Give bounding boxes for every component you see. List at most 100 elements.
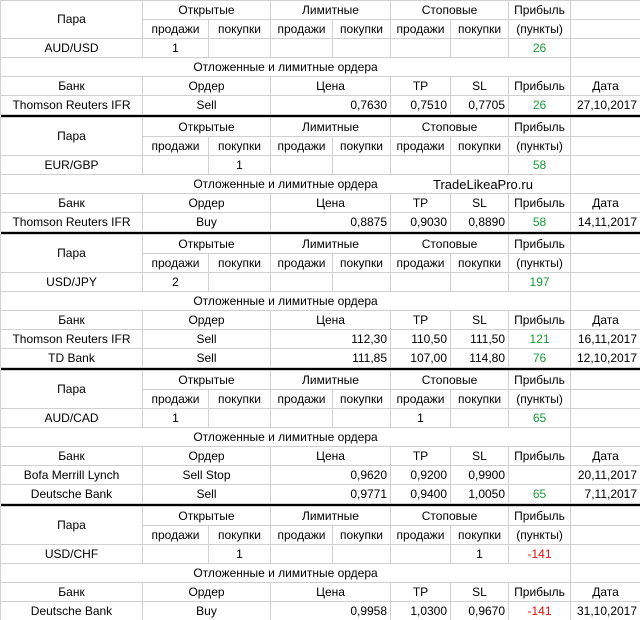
tp: 107,00 (390, 348, 452, 368)
position (390, 155, 452, 175)
header: Лимитные (269, 234, 392, 254)
header: Стоповые (390, 0, 510, 20)
position: 1 (142, 408, 209, 428)
position (270, 272, 333, 292)
header: Прибыль (508, 76, 572, 96)
tp: 0,9400 (390, 484, 452, 504)
order: Sell Stop (142, 465, 271, 485)
bank: Thomson Reuters IFR (0, 212, 143, 232)
header: покупки (208, 389, 271, 409)
header: продажи (270, 525, 333, 545)
header: Банк (0, 193, 143, 213)
section-title: Отложенные и лимитные ордера TradeLikeaPr… (0, 174, 572, 194)
header: продажи (270, 19, 333, 39)
date: 14,11,2017 (570, 212, 640, 232)
header: Ордер (142, 310, 271, 330)
position (270, 155, 333, 175)
profit: 76 (508, 348, 572, 368)
position (142, 544, 209, 564)
header: продажи (270, 253, 333, 273)
header: Банк (0, 446, 143, 466)
cell (570, 427, 640, 447)
tp: 110,50 (390, 329, 452, 349)
profit: 58 (508, 155, 572, 175)
cell (570, 174, 640, 194)
profit: -141 (508, 544, 572, 564)
header: покупки (450, 525, 510, 545)
header: Стоповые (390, 506, 510, 526)
header: покупки (331, 525, 392, 545)
position (390, 38, 452, 58)
watermark: TradeLikeaPro.ru (433, 176, 533, 192)
sl: 111,50 (450, 329, 510, 349)
position (331, 38, 392, 58)
position (331, 544, 392, 564)
pair: USD/CHF (0, 544, 143, 564)
profit: 121 (508, 329, 572, 349)
position (450, 38, 510, 58)
order: Buy (142, 601, 271, 620)
header: Прибыль (508, 446, 572, 466)
header: продажи (270, 136, 333, 156)
position (390, 272, 452, 292)
header: SL (450, 193, 510, 213)
tp: 0,9200 (390, 465, 452, 485)
date: 31,10,2017 (570, 601, 640, 620)
header: Дата (570, 446, 640, 466)
cell (570, 544, 640, 564)
header: покупки (331, 19, 392, 39)
header: продажи (390, 525, 452, 545)
order: Buy (142, 212, 271, 232)
bank: Thomson Reuters IFR (0, 329, 143, 349)
profit: 65 (508, 484, 572, 504)
header: Дата (570, 193, 640, 213)
separator (0, 231, 640, 235)
profit (508, 465, 572, 485)
sl: 0,8890 (450, 212, 510, 232)
position (270, 408, 333, 428)
header: Лимитные (269, 0, 392, 20)
header: Прибыль (508, 234, 572, 254)
header: Стоповые (390, 117, 510, 137)
header: покупки (450, 136, 510, 156)
order: Sell (142, 95, 271, 115)
header: Пара (0, 370, 143, 409)
header: Открытые (142, 234, 271, 254)
profit: 26 (508, 38, 572, 58)
position (390, 544, 452, 564)
header: (пункты) (508, 525, 572, 545)
bank: Deutsche Bank (0, 484, 143, 504)
header: Пара (0, 234, 143, 273)
pair: AUD/USD (0, 38, 143, 58)
position (208, 408, 271, 428)
cell (570, 57, 640, 77)
price: 0,7630 (269, 95, 392, 115)
header: TP (390, 446, 452, 466)
order: Sell (142, 348, 271, 368)
header: Открытые (142, 370, 271, 390)
header: Дата (570, 582, 640, 602)
sl: 114,80 (450, 348, 510, 368)
section-title: Отложенные и лимитные ордера (0, 57, 572, 77)
pair: USD/JPY (0, 272, 143, 292)
date: 16,11,2017 (570, 329, 640, 349)
header: покупки (450, 389, 510, 409)
separator (0, 503, 640, 507)
header: SL (450, 310, 510, 330)
header: Цена (269, 193, 392, 213)
position (142, 155, 209, 175)
position: 2 (142, 272, 209, 292)
position (450, 272, 510, 292)
header: продажи (390, 253, 452, 273)
profit: 58 (508, 212, 572, 232)
header: Прибыль (508, 370, 572, 390)
cell (570, 136, 640, 156)
header: Ордер (142, 193, 271, 213)
position: 1 (390, 408, 452, 428)
header: SL (450, 582, 510, 602)
separator (0, 114, 640, 118)
section-title: Отложенные и лимитные ордера (0, 563, 572, 583)
header: (пункты) (508, 253, 572, 273)
